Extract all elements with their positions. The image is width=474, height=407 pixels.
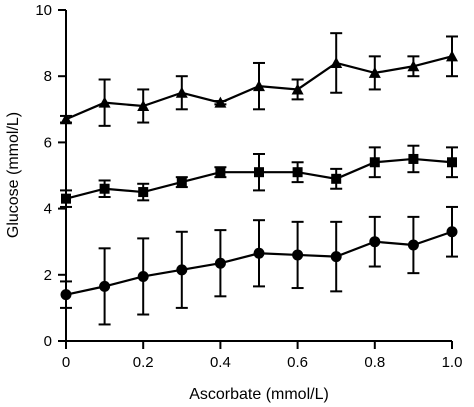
data-point-square xyxy=(138,187,149,198)
y-tick-label: 10 xyxy=(35,2,52,19)
data-point-square xyxy=(99,183,110,194)
data-point-circle xyxy=(99,280,111,292)
x-tick-label: 0.2 xyxy=(133,354,154,371)
ticks: 0 2 4 6 8 10 0 0.2 0.4 0.6 0.8 1.0 xyxy=(35,2,462,371)
data-point-triangle xyxy=(98,96,111,108)
data-point-circle xyxy=(176,264,188,276)
data-point-square xyxy=(61,193,71,204)
series-triangle xyxy=(60,32,458,127)
data-point-square xyxy=(176,177,187,188)
data-point-triangle xyxy=(137,99,150,111)
data-point-circle xyxy=(369,236,381,248)
series-square xyxy=(60,144,458,208)
data-point-triangle xyxy=(446,50,458,62)
data-point-triangle xyxy=(291,83,304,95)
x-tick-label: 0.4 xyxy=(210,354,231,371)
data-point-square xyxy=(331,173,342,184)
x-tick-label: 1.0 xyxy=(442,354,463,371)
data-point-square xyxy=(215,167,226,178)
y-tick-label: 2 xyxy=(44,267,52,284)
x-tick-label: 0.8 xyxy=(364,354,385,371)
data-point-triangle xyxy=(214,96,227,108)
y-tick-label: 8 xyxy=(44,68,52,85)
data-point-triangle xyxy=(175,86,188,98)
data-point-square xyxy=(408,153,419,164)
data-point-square xyxy=(369,157,380,168)
y-tick-label: 0 xyxy=(44,333,52,350)
data-point-triangle xyxy=(60,113,72,125)
x-axis-title: Ascorbate (mmol/L) xyxy=(189,386,329,403)
data-point-circle xyxy=(137,270,149,282)
data-point-triangle xyxy=(253,80,265,92)
series-layer xyxy=(60,32,458,326)
data-point-circle xyxy=(446,226,458,238)
data-point-square xyxy=(447,157,457,168)
y-tick-label: 4 xyxy=(44,201,52,218)
data-point-triangle xyxy=(330,56,343,68)
data-point-circle xyxy=(253,247,265,259)
data-point-square xyxy=(292,167,303,178)
data-point-circle xyxy=(330,251,342,263)
y-axis-title: Glucose (mmol/L) xyxy=(5,112,22,238)
y-tick-label: 6 xyxy=(44,134,52,151)
data-point-triangle xyxy=(407,60,420,72)
data-point-square xyxy=(254,167,264,178)
data-point-circle xyxy=(407,239,419,251)
data-point-triangle xyxy=(368,66,381,78)
x-tick-label: 0 xyxy=(62,354,70,371)
data-point-circle xyxy=(292,249,304,261)
data-point-circle xyxy=(60,289,72,301)
data-point-circle xyxy=(214,257,226,269)
x-tick-label: 0.6 xyxy=(287,354,308,371)
series-circle xyxy=(60,205,458,326)
